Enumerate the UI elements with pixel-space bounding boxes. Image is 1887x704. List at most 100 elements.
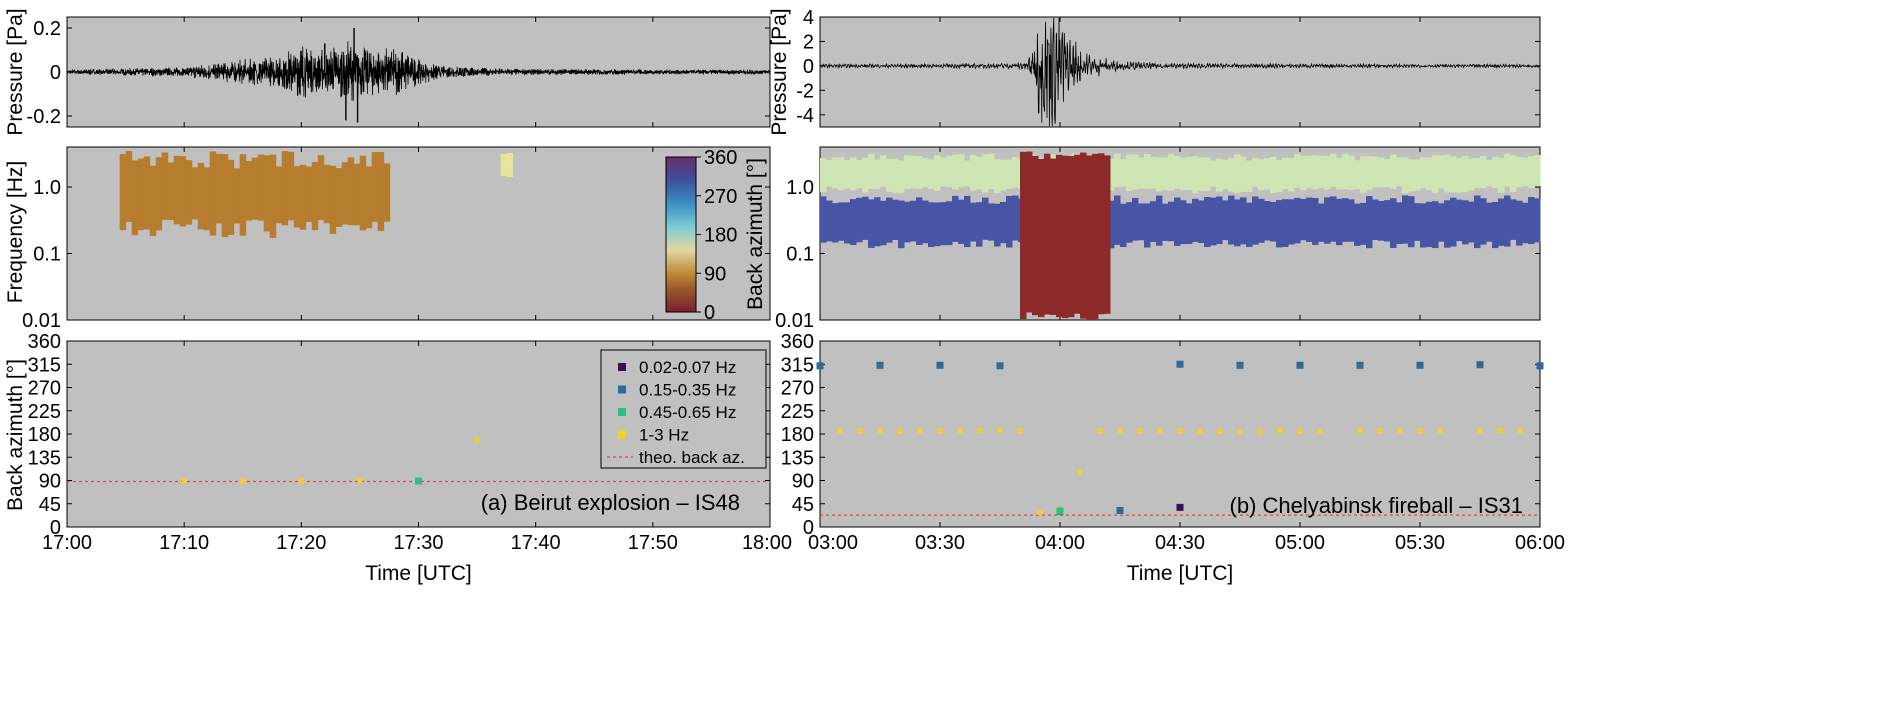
y-tick-label: 135	[781, 447, 814, 469]
y-tick-label: 0.1	[786, 244, 814, 266]
chelyabinsk-fireball-signal	[1080, 152, 1087, 319]
beirut-spectrogram-block	[275, 166, 283, 224]
chelyabinsk-azimuth-point	[1296, 361, 1304, 369]
chelyabinsk-fireball-signal	[1092, 153, 1099, 320]
y-tick-label: 45	[39, 494, 61, 516]
chelyabinsk-mid-band	[1252, 196, 1259, 245]
chelyabinsk-high-band	[1150, 156, 1157, 189]
beirut-spectrogram-block	[263, 155, 271, 232]
chelyabinsk-mid-band	[904, 201, 911, 243]
y-tick-label: 360	[781, 331, 814, 353]
chelyabinsk-mid-band	[1156, 195, 1163, 246]
chelyabinsk-mid-band	[1312, 198, 1319, 245]
chelyabinsk-mid-band	[958, 199, 965, 244]
legend-box	[600, 349, 767, 469]
chelyabinsk-high-band	[1192, 156, 1199, 194]
y-tick-label: 0	[50, 517, 61, 539]
legend-swatch	[618, 408, 626, 416]
beirut-spectrogram-block	[179, 156, 187, 227]
chelyabinsk-high-band	[1360, 156, 1367, 193]
chelyabinsk-high-band	[1180, 157, 1187, 191]
chelyabinsk-azimuth-point	[936, 361, 944, 369]
chelyabinsk-mid-band	[1372, 199, 1379, 240]
chelyabinsk-high-band	[1324, 156, 1331, 190]
chelyabinsk-mid-band	[952, 195, 959, 242]
chelyabinsk-high-band	[820, 158, 827, 193]
azimuth-axis-title: Back azimuth [°]	[4, 359, 27, 511]
chelyabinsk-mid-band	[1186, 203, 1193, 244]
y-tick-label: 270	[781, 378, 814, 400]
beirut-waveform	[66, 41, 771, 101]
chelyabinsk-azimuth-point	[1416, 361, 1424, 369]
chelyabinsk-mid-band	[1138, 203, 1145, 241]
legend-swatch	[618, 430, 626, 439]
chelyabinsk-high-band	[1330, 153, 1337, 187]
chelyabinsk-high-band	[1378, 157, 1385, 188]
chelyabinsk-high-band	[1306, 155, 1313, 189]
y-tick-label: 45	[792, 494, 814, 516]
chelyabinsk-mid-band	[994, 203, 1001, 247]
chelyabinsk-high-band	[1222, 159, 1229, 190]
chelyabinsk-mid-band	[1318, 203, 1325, 242]
panel-b-annotation: (b) Chelyabinsk fireball – IS31	[1230, 493, 1523, 518]
chelyabinsk-azimuth-point	[937, 428, 943, 434]
chelyabinsk-mid-band	[1492, 202, 1499, 249]
chelyabinsk-azimuth-point	[877, 428, 883, 434]
chelyabinsk-high-band	[976, 156, 983, 190]
colorbar-tick-label: 270	[704, 186, 737, 208]
chelyabinsk-mid-band	[1468, 201, 1475, 243]
chelyabinsk-mid-band	[850, 199, 857, 245]
chelyabinsk-azimuth-point	[1157, 428, 1163, 434]
chelyabinsk-high-band	[964, 160, 971, 187]
chelyabinsk-azimuth-point	[1356, 361, 1364, 369]
chelyabinsk-azimuth-point	[1377, 428, 1383, 434]
chelyabinsk-high-band	[910, 155, 917, 189]
beirut-spectrogram-block	[377, 152, 385, 231]
chelyabinsk-high-band	[1012, 157, 1019, 188]
chelyabinsk-mid-band	[1174, 197, 1181, 246]
chelyabinsk-mid-band	[910, 200, 917, 242]
chelyabinsk-high-band	[898, 160, 905, 194]
chelyabinsk-mid-band	[1210, 197, 1217, 246]
chelyabinsk-azimuth-point	[1177, 428, 1183, 434]
beirut-azimuth-point	[415, 477, 422, 485]
chelyabinsk-mid-band	[1294, 197, 1301, 244]
legend-label: 0.02-0.07 Hz	[639, 358, 736, 377]
y-tick-label: 0.01	[775, 310, 814, 332]
chelyabinsk-mid-band	[1222, 200, 1229, 241]
beirut-spectrogram-block	[209, 151, 217, 236]
chelyabinsk-mid-band	[1180, 200, 1187, 245]
beirut-spectrogram-block	[293, 166, 301, 228]
chelyabinsk-mid-band	[898, 200, 905, 249]
chelyabinsk-high-band	[1114, 153, 1121, 188]
chelyabinsk-mid-band	[1360, 202, 1367, 245]
y-tick-label: 225	[28, 401, 61, 423]
chelyabinsk-high-band	[1174, 156, 1181, 189]
chelyabinsk-azimuth-point	[1297, 428, 1303, 434]
chelyabinsk-mid-band	[1246, 202, 1253, 247]
pressure-axis-title: Pressure [Pa]	[768, 8, 791, 135]
chelyabinsk-mid-band	[970, 202, 977, 242]
chelyabinsk-high-band	[1288, 158, 1295, 192]
chelyabinsk-azimuth-point	[1137, 428, 1143, 434]
beirut-spectrogram-block	[233, 168, 241, 224]
chelyabinsk-high-band	[1414, 159, 1421, 191]
chelyabinsk-mid-band	[1396, 202, 1403, 244]
chelyabinsk-high-band	[1252, 157, 1259, 187]
beirut-spectrogram-block	[359, 155, 367, 231]
chelyabinsk-mid-band	[1348, 199, 1355, 242]
chelyabinsk-azimuth-point	[1257, 429, 1263, 435]
chelyabinsk-azimuth-point	[1237, 429, 1243, 435]
x-tick-label: 17:50	[628, 532, 678, 554]
chelyabinsk-high-band	[892, 158, 899, 193]
chelyabinsk-mid-band	[1282, 199, 1289, 247]
chelyabinsk-waveform	[819, 17, 1541, 127]
beirut-spectrogram-block	[119, 154, 127, 231]
y-tick-label: 0	[803, 517, 814, 539]
chelyabinsk-mid-band	[862, 196, 869, 240]
chelyabinsk-mid-band	[928, 202, 935, 247]
chelyabinsk-mid-band	[1264, 201, 1271, 241]
chelyabinsk-high-band	[1312, 155, 1319, 190]
beirut-spectrogram-block	[245, 161, 253, 221]
beirut-spectrogram-block	[365, 166, 373, 229]
